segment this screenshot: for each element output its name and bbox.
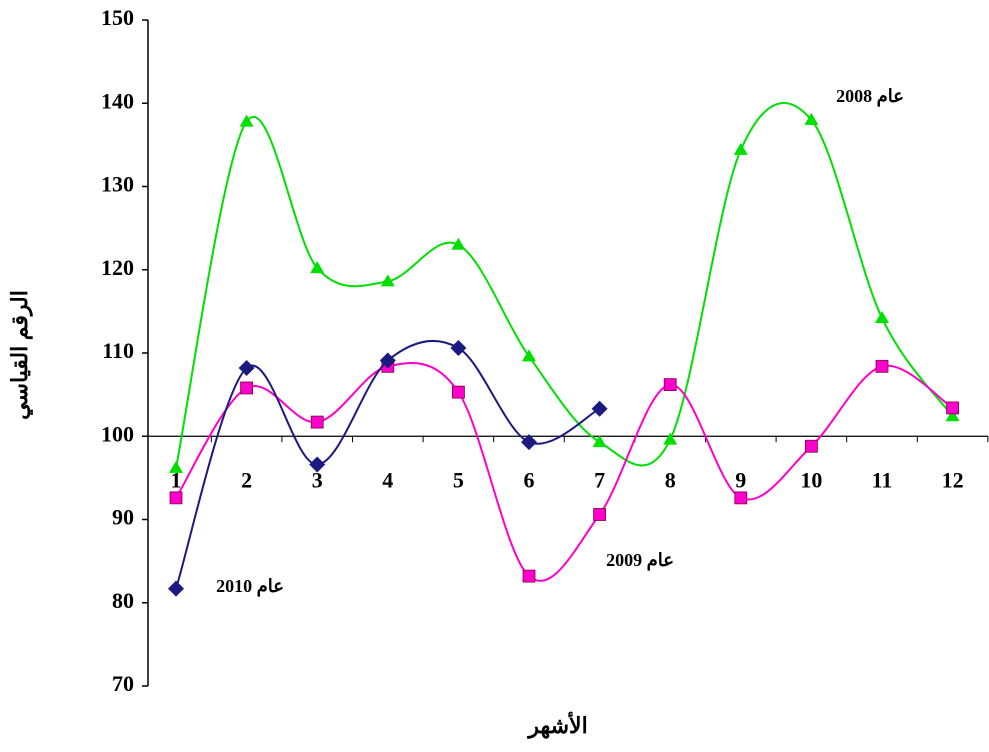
point — [169, 460, 183, 473]
x-axis-label: الأشهر — [526, 711, 587, 739]
series-line — [175, 362, 954, 582]
point — [734, 491, 748, 505]
x-tick-label: 9 — [735, 467, 746, 492]
series-label: عام 2010 — [216, 576, 284, 597]
point — [946, 401, 959, 415]
y-tick-label: 90 — [112, 505, 134, 530]
point — [875, 359, 889, 373]
point — [663, 378, 677, 392]
point — [240, 381, 254, 395]
x-tick-label: 11 — [872, 467, 893, 492]
point — [309, 456, 326, 473]
point — [310, 415, 324, 429]
point — [379, 352, 396, 369]
x-tick-label: 5 — [453, 467, 464, 492]
point — [733, 142, 748, 155]
x-tick-label: 6 — [524, 467, 535, 492]
y-tick-label: 70 — [112, 671, 134, 696]
y-tick-label: 140 — [101, 88, 134, 113]
point — [521, 434, 537, 451]
point — [592, 435, 607, 448]
y-tick-label: 110 — [102, 338, 134, 363]
point — [450, 340, 467, 357]
point — [945, 409, 960, 422]
x-tick-label: 12 — [942, 467, 964, 492]
point — [593, 508, 606, 521]
x-tick-label: 7 — [594, 467, 605, 492]
point — [522, 569, 536, 583]
point — [805, 439, 818, 453]
series-line — [175, 339, 601, 589]
series-label: عام 2008 — [836, 86, 904, 107]
point — [451, 385, 465, 399]
point — [663, 432, 678, 445]
point — [875, 311, 889, 324]
point — [168, 580, 184, 597]
y-axis-label: الرقم القياسي — [7, 290, 33, 420]
point — [238, 359, 255, 376]
point — [380, 274, 395, 287]
point — [310, 261, 325, 274]
x-tick-label: 1 — [171, 467, 182, 492]
y-tick-label: 100 — [101, 421, 134, 446]
x-tick-label: 3 — [312, 467, 323, 492]
series-label: عام 2009 — [606, 550, 674, 571]
point — [522, 349, 536, 362]
series-line — [175, 102, 954, 469]
point — [169, 491, 183, 505]
x-tick-label: 8 — [665, 467, 676, 492]
y-tick-label: 120 — [101, 255, 134, 280]
point — [239, 114, 254, 127]
point — [451, 237, 466, 250]
point — [804, 112, 819, 125]
x-tick-label: 4 — [382, 467, 393, 492]
y-tick-label: 130 — [101, 172, 134, 197]
x-tick-label: 10 — [800, 467, 822, 492]
point — [591, 400, 608, 417]
y-tick-label: 150 — [101, 5, 134, 30]
x-tick-label: 2 — [241, 467, 252, 492]
y-tick-label: 80 — [112, 588, 134, 613]
